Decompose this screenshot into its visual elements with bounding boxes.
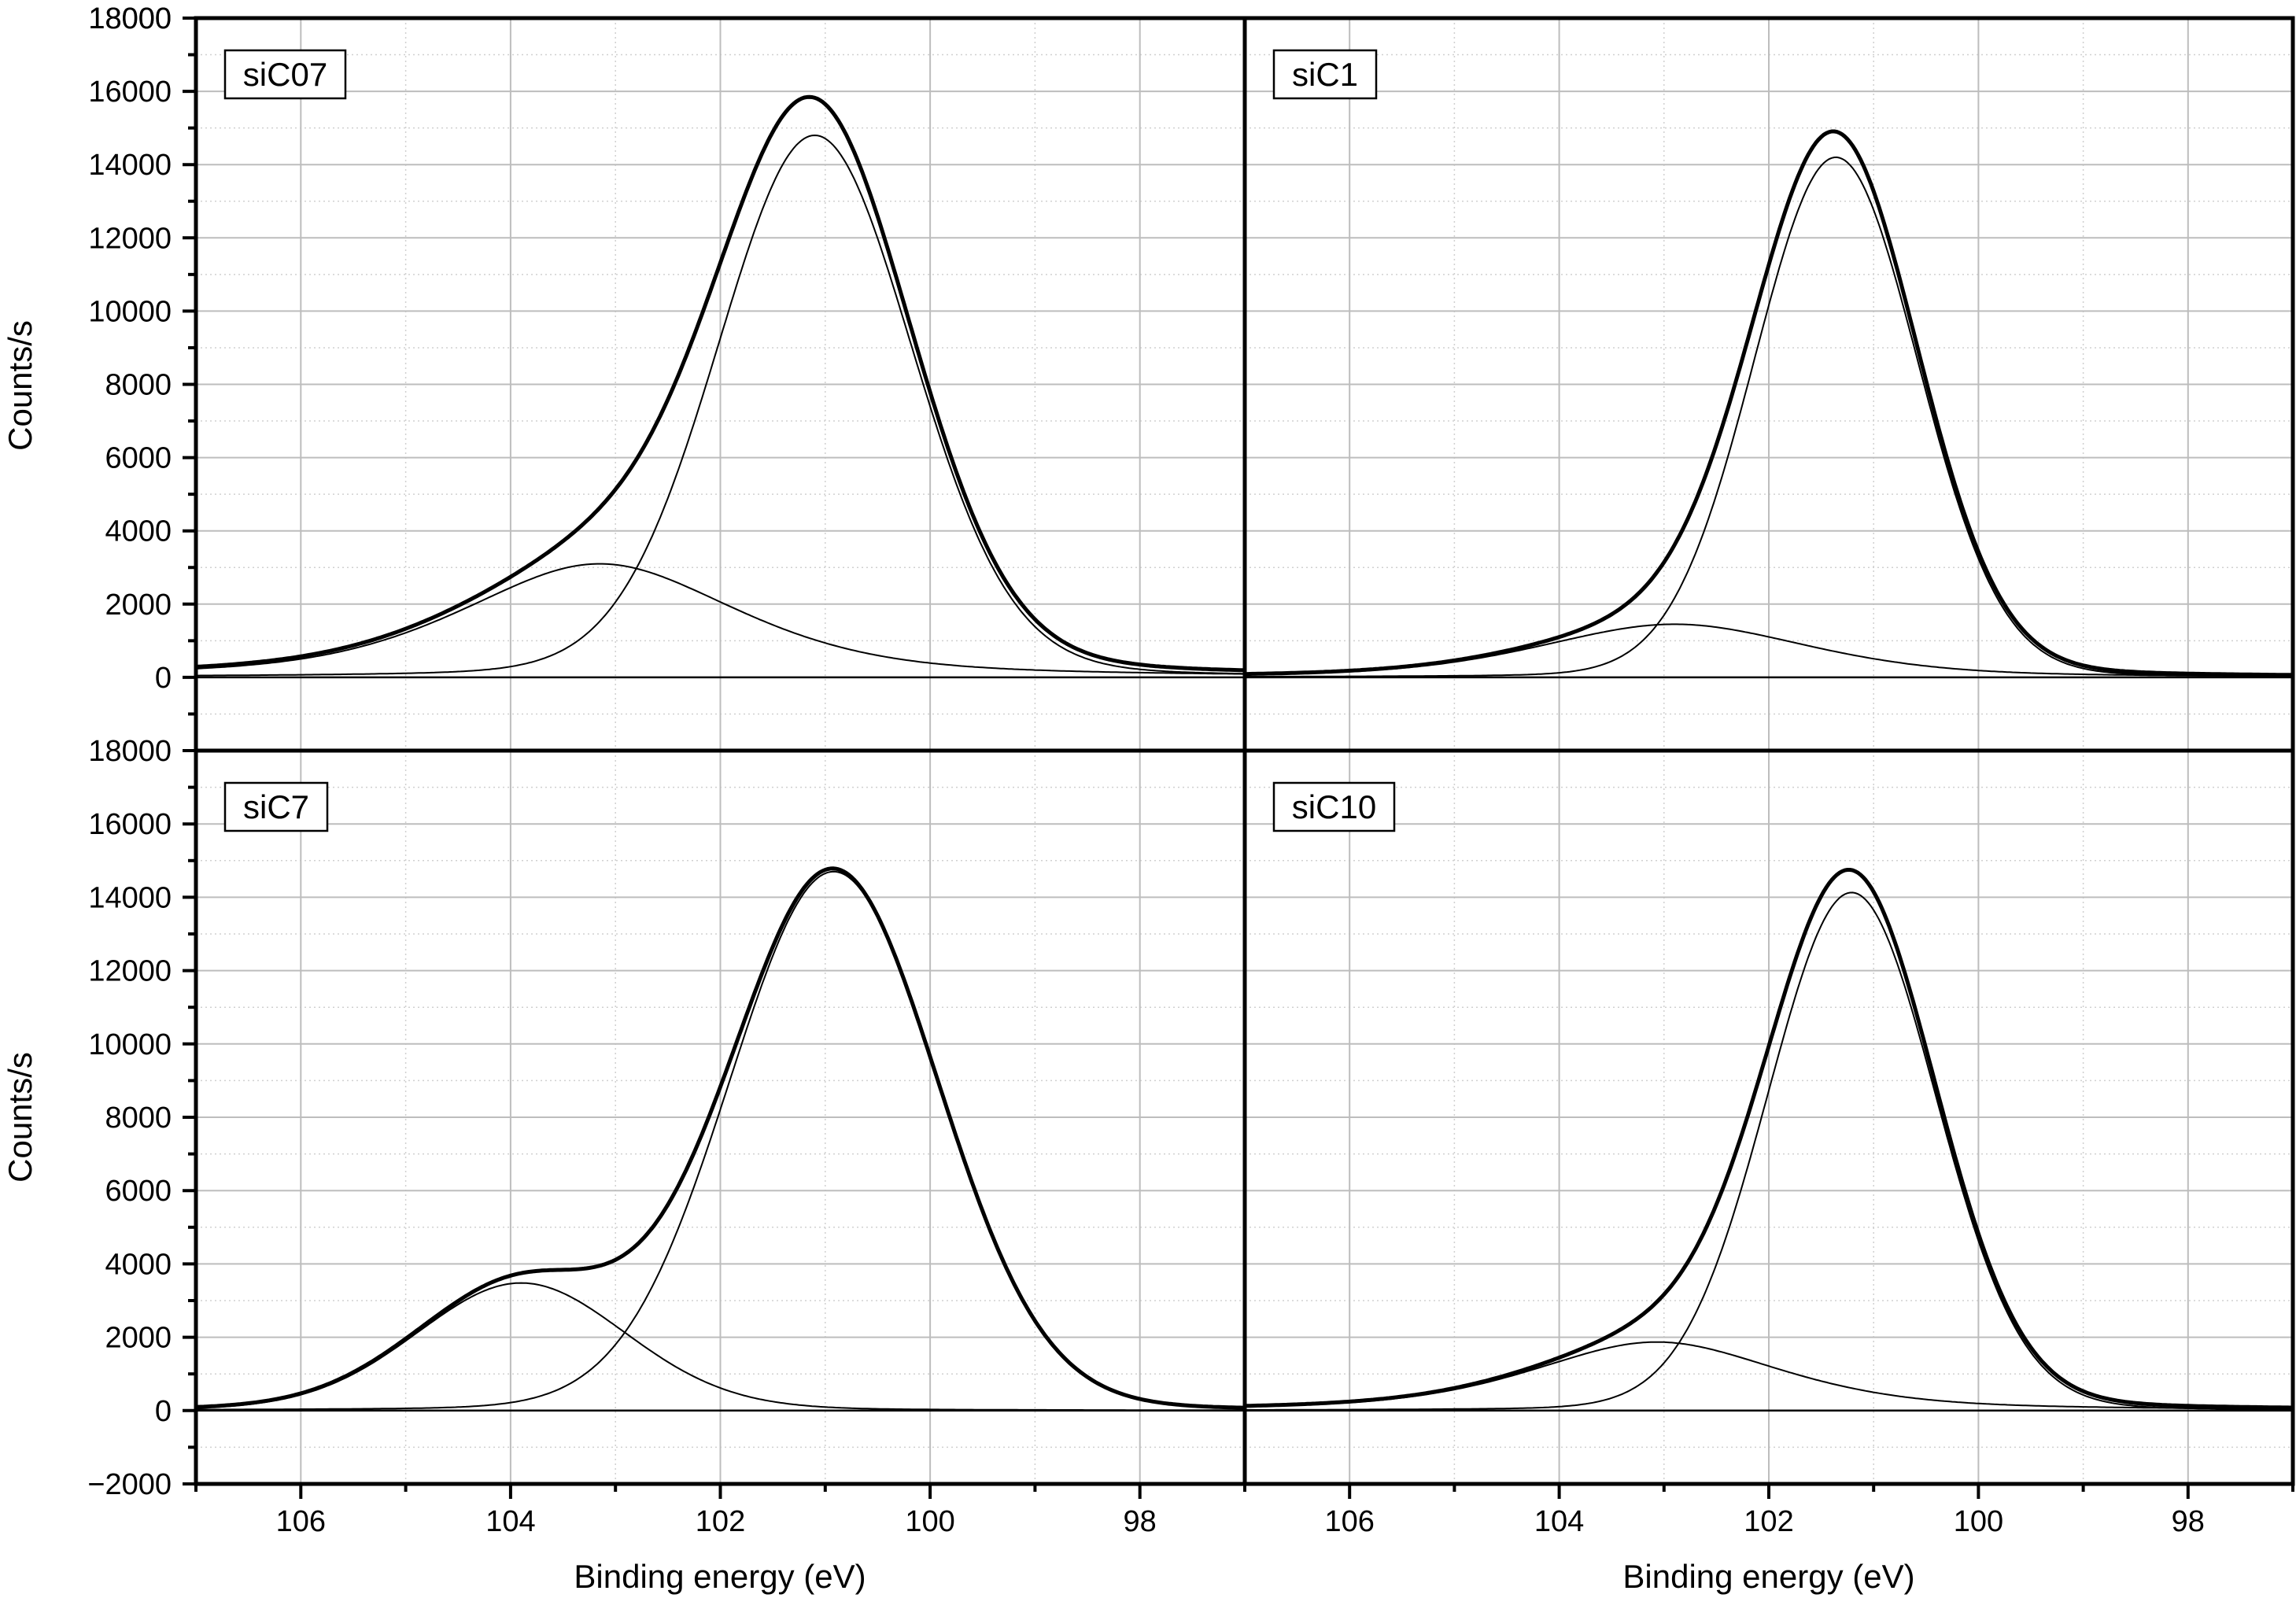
sample-label-box (1272, 781, 1396, 832)
sample-label-box (223, 49, 347, 100)
y-tick-label: 14000 (88, 149, 172, 182)
x-tick-label: 106 (1324, 1505, 1374, 1538)
component-curve (1245, 156, 2293, 677)
y-tick-label: 8000 (105, 1102, 172, 1135)
x-tick-label: 104 (485, 1505, 535, 1538)
y-tick-label: 18000 (88, 2, 172, 35)
panel-sic7: −2000 0 2000 4000 6000 8000 10000 12000 14000 160… (87, 735, 1247, 1538)
y-tick-label: 16000 (88, 76, 172, 109)
y-tick-label: 4000 (105, 515, 172, 548)
y-tick-label: 12000 (88, 955, 172, 988)
y-tick-label: 14000 (88, 881, 172, 914)
component-curve (1245, 891, 2293, 1411)
x-tick-label: 102 (696, 1505, 745, 1538)
y-tick-label: 6000 (105, 1175, 172, 1208)
y-tick-label: 2000 (105, 1322, 172, 1355)
y-tick-label: 0 (155, 1395, 172, 1428)
y-tick-label: 12000 (88, 222, 172, 255)
envelope-curve (1245, 868, 2293, 1410)
panel-sic10: 106 104 102 100 98 siC10 (1242, 748, 2295, 1538)
y-axis-label-bottom: Counts/s (2, 1052, 39, 1183)
y-tick-label: 2000 (105, 589, 172, 622)
sample-label: siC10 (1292, 788, 1376, 825)
y-tick-label: −2000 (87, 1468, 172, 1501)
envelope-curve (1245, 129, 2293, 677)
sample-label: siC1 (1292, 56, 1358, 93)
x-tick-label: 98 (2172, 1505, 2205, 1538)
y-tick-label: 4000 (105, 1248, 172, 1281)
y-tick-label: 10000 (88, 295, 172, 328)
y-tick-label: 16000 (88, 808, 172, 841)
x-axis-label-left: Binding energy (eV) (574, 1558, 866, 1595)
y-tick-label: 8000 (105, 369, 172, 402)
x-axis-label-right: Binding energy (eV) (1622, 1558, 1914, 1595)
sample-label-box (223, 781, 329, 832)
y-axis-label-top: Counts/s (2, 320, 39, 451)
y-tick-label: 18000 (88, 735, 172, 768)
envelope-curve (195, 94, 1246, 673)
panels-layer: 0 2000 4000 6000 8000 10000 12000 14000 16000 180… (87, 2, 2295, 1538)
x-tick-label: 104 (1534, 1505, 1584, 1538)
envelope-curve (195, 866, 1246, 1410)
y-tick-label: 6000 (105, 442, 172, 475)
y-tick-label: 10000 (88, 1028, 172, 1061)
sample-label: siC7 (243, 788, 309, 825)
x-tick-label: 106 (276, 1505, 326, 1538)
sample-label: siC07 (243, 56, 327, 93)
component-curve (196, 134, 1245, 677)
x-tick-label: 102 (1744, 1505, 1793, 1538)
y-tick-label: 0 (155, 662, 172, 695)
y-tick-label: 18000 (88, 2, 172, 35)
sample-label-box (1272, 49, 1378, 100)
component-curve (195, 563, 1245, 675)
x-tick-label: 98 (1124, 1505, 1157, 1538)
x-tick-label: 100 (1954, 1505, 2003, 1538)
x-tick-label: 100 (905, 1505, 954, 1538)
